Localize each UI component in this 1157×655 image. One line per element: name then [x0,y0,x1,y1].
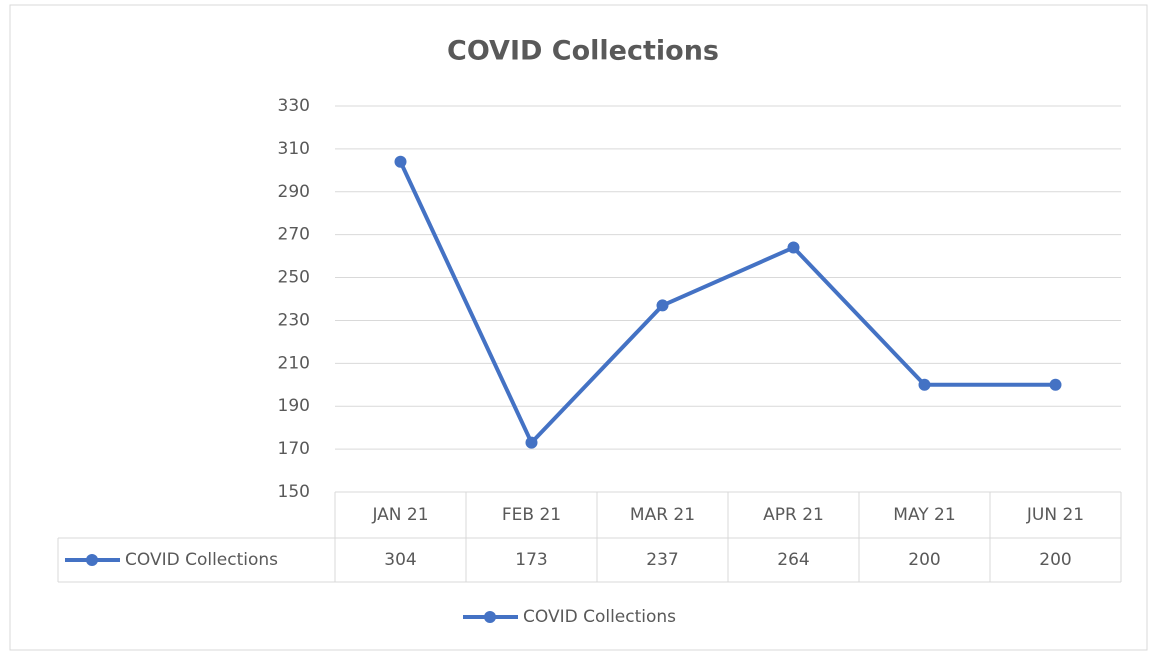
table-value: 237 [646,550,678,570]
legend-key-marker [86,554,98,566]
chart-title: COVID Collections [447,36,719,67]
x-tick-label: MAR 21 [630,505,695,525]
x-tick-label: FEB 21 [502,505,561,525]
table-value: 264 [777,550,809,570]
table-value: 304 [384,550,416,570]
data-point [656,299,669,312]
x-tick-label: MAY 21 [893,505,955,525]
y-tick-label: 310 [278,139,310,159]
table-value: 200 [1039,550,1071,570]
x-tick-label: JUN 21 [1026,505,1084,525]
data-point [918,378,931,391]
y-tick-label: 150 [278,482,310,502]
table-value: 173 [515,550,547,570]
y-tick-label: 210 [278,353,310,373]
y-tick-label: 190 [278,396,310,416]
y-tick-label: 250 [278,268,310,288]
legend-label: COVID Collections [523,607,676,627]
legend-key-marker [484,611,496,623]
y-tick-label: 230 [278,310,310,330]
y-tick-label: 290 [278,182,310,202]
x-tick-label: JAN 21 [371,505,428,525]
series-line [398,160,1056,445]
data-point [394,155,407,168]
data-point [525,436,538,449]
chart-frame [9,4,1148,651]
table-series-name: COVID Collections [125,550,278,570]
data-point [787,241,800,254]
x-tick-label: APR 21 [763,505,824,525]
data-point [1049,378,1062,391]
y-tick-label: 330 [278,96,310,116]
y-tick-label: 270 [278,225,310,245]
y-tick-label: 170 [278,439,310,459]
table-value: 200 [908,550,940,570]
